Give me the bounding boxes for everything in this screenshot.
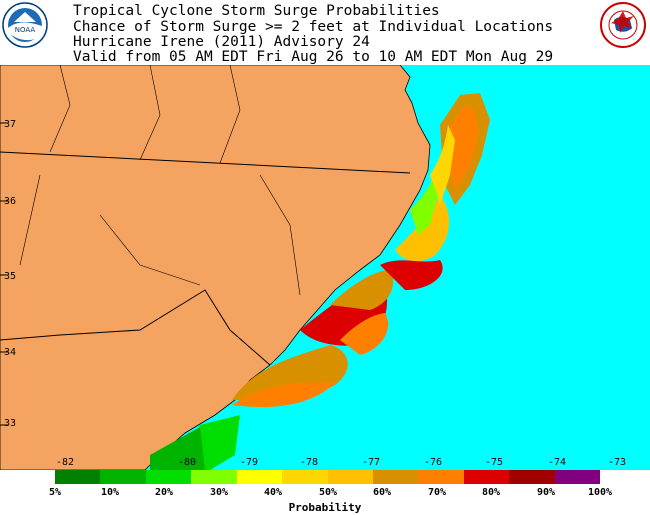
legend-tick-label: 60% <box>372 487 392 498</box>
legend-swatch <box>509 470 555 484</box>
legend-color-bar <box>55 470 601 484</box>
title-line-2: Chance of Storm Surge >= 2 feet at Indiv… <box>73 19 554 35</box>
legend-swatch <box>191 470 237 484</box>
legend-tick-label: 100% <box>587 487 613 498</box>
legend-tick-label: 70% <box>427 487 447 498</box>
longitude-label-78: -78 <box>300 457 319 468</box>
latitude-label-33: 33 <box>4 418 17 429</box>
legend-swatch <box>282 470 328 484</box>
storm-surge-map: 37 36 35 34 33 -82 -80 -79 -78 -77 -76 -… <box>0 64 650 471</box>
legend-tick-label: 50% <box>318 487 338 498</box>
probability-shading <box>150 93 490 470</box>
probability-legend: 5% 10% 20% 30% 40% 50% 60% 70% 80% 90% 100% Probab… <box>0 470 650 515</box>
legend-tick-label: 30% <box>209 487 229 498</box>
legend-swatch <box>372 470 419 484</box>
land <box>0 64 431 471</box>
longitude-label-75: -75 <box>485 457 504 468</box>
legend-tick-label: 20% <box>154 487 174 498</box>
legend-swatch <box>418 470 464 484</box>
nws-logo <box>600 2 646 48</box>
latitude-label-34: 34 <box>4 347 17 358</box>
legend-swatch <box>100 470 146 484</box>
latitude-label-36: 36 <box>4 196 17 207</box>
state-border-nc-sc <box>0 289 271 366</box>
latitude-label-37: 37 <box>4 119 17 130</box>
legend-tick-label: 5% <box>48 487 62 498</box>
svg-text:NOAA: NOAA <box>15 26 36 34</box>
legend-swatch <box>554 470 601 484</box>
legend-tick-label: 80% <box>481 487 501 498</box>
longitude-label-76: -76 <box>424 457 443 468</box>
legend-tick-label: 90% <box>536 487 556 498</box>
longitude-label-73: -73 <box>608 457 627 468</box>
county-lines <box>19 64 301 296</box>
legend-swatch <box>236 470 283 484</box>
longitude-label-74: -74 <box>548 457 567 468</box>
legend-swatch <box>327 470 373 484</box>
legend-swatch <box>463 470 510 484</box>
longitude-label-82: -82 <box>56 457 75 468</box>
title-line-1: Tropical Cyclone Storm Surge Probabiliti… <box>73 3 440 19</box>
noaa-logo: NOAA <box>2 2 48 48</box>
legend-swatch <box>145 470 192 484</box>
legend-title: Probability <box>288 501 362 514</box>
legend-tick-label: 10% <box>100 487 120 498</box>
longitude-label-80: -80 <box>178 457 197 468</box>
longitude-label-77: -77 <box>362 457 381 468</box>
title-line-4: Valid from 05 AM EDT Fri Aug 26 to 10 AM… <box>73 49 554 65</box>
state-border-va-nc <box>0 151 411 174</box>
latitude-label-35: 35 <box>4 271 17 282</box>
legend-swatch <box>55 470 101 484</box>
header: NOAA Tropical Cyclone Storm Surge Probab… <box>0 0 650 65</box>
legend-tick-label: 40% <box>263 487 283 498</box>
title-line-3: Hurricane Irene (2011) Advisory 24 <box>73 34 370 50</box>
longitude-label-79: -79 <box>240 457 259 468</box>
